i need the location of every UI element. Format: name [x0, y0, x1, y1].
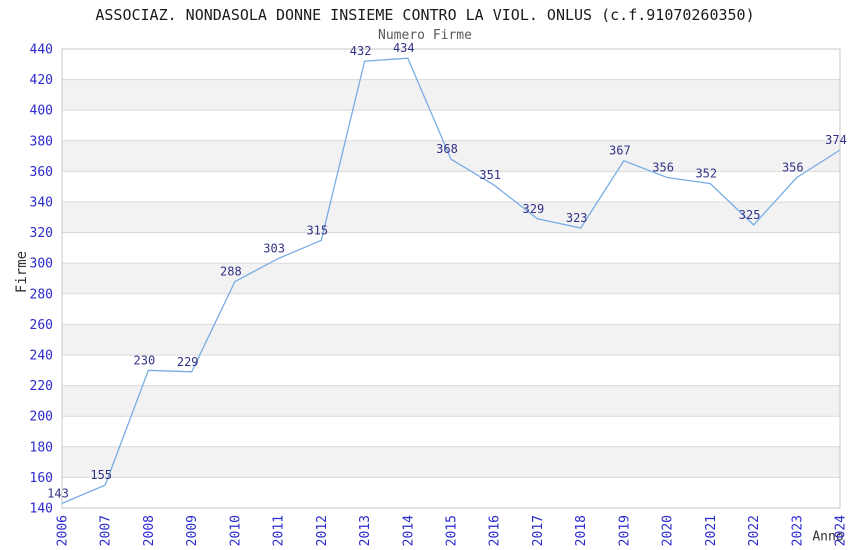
y-tick-label: 300 — [30, 257, 53, 272]
y-tick-label: 240 — [30, 349, 53, 364]
x-tick-label: 2013 — [358, 515, 373, 546]
y-tick-label: 360 — [30, 165, 53, 180]
x-tick-label: 2011 — [272, 515, 287, 546]
y-tick-label: 380 — [30, 134, 53, 149]
data-label: 229 — [177, 355, 199, 369]
data-label: 352 — [695, 167, 717, 181]
data-label: 288 — [220, 265, 242, 279]
data-label: 434 — [393, 41, 415, 55]
y-tick-label: 340 — [30, 196, 53, 211]
x-tick-label: 2009 — [185, 515, 200, 546]
x-tick-label: 2017 — [531, 515, 546, 546]
grid-band — [62, 324, 840, 355]
grid-band — [62, 446, 840, 478]
x-tick-label: 2021 — [704, 515, 719, 546]
y-tick-label: 260 — [30, 318, 53, 333]
y-tick-label: 400 — [30, 104, 53, 119]
grid-band — [62, 202, 840, 233]
data-label: 356 — [782, 161, 804, 175]
data-line — [61, 57, 841, 504]
x-tick-label: 2024 — [834, 515, 849, 546]
y-tick-label: 160 — [30, 471, 53, 486]
y-tick-label: 180 — [30, 440, 53, 455]
data-label: 356 — [652, 161, 674, 175]
x-tick-label: 2019 — [617, 515, 632, 546]
x-tick-label: 2023 — [790, 515, 805, 546]
data-label: 143 — [47, 486, 69, 500]
x-tick-label: 2020 — [661, 515, 676, 546]
y-tick-label: 280 — [30, 287, 53, 302]
x-tick-label: 2016 — [488, 515, 503, 546]
x-tick-label: 2014 — [401, 515, 416, 546]
data-label: 351 — [479, 168, 501, 182]
y-tick-label: 440 — [30, 43, 53, 58]
y-tick-label: 200 — [30, 410, 53, 425]
data-label: 329 — [523, 202, 545, 216]
grid-band — [62, 79, 840, 111]
x-tick-label: 2022 — [747, 515, 762, 546]
chart-title: ASSOCIAZ. NONDASOLA DONNE INSIEME CONTRO… — [95, 6, 755, 24]
x-axis-title: Anno — [812, 529, 844, 545]
data-label: 155 — [90, 468, 112, 482]
y-tick-label: 420 — [30, 73, 53, 88]
data-label: 230 — [134, 353, 156, 367]
grid-band — [62, 140, 840, 172]
data-label: 315 — [306, 223, 328, 237]
x-tick-label: 2012 — [315, 515, 330, 546]
grid-band — [62, 263, 840, 294]
y-tick-label: 140 — [30, 502, 53, 517]
data-label: 374 — [825, 133, 847, 147]
x-tick-label: 2015 — [445, 515, 460, 546]
data-label: 368 — [436, 142, 458, 156]
y-tick-label: 320 — [30, 226, 53, 241]
grid-band — [62, 385, 840, 417]
x-tick-label: 2018 — [574, 515, 589, 546]
data-label: 325 — [739, 208, 761, 222]
data-label: 367 — [609, 144, 631, 158]
chart-subtitle: Numero Firme — [378, 28, 472, 43]
y-tick-label: 220 — [30, 379, 53, 394]
data-label: 323 — [566, 211, 588, 225]
x-tick-label: 2006 — [56, 515, 71, 546]
data-label: 432 — [350, 44, 372, 58]
data-label: 303 — [263, 242, 285, 256]
x-tick-label: 2010 — [228, 515, 243, 546]
x-tick-label: 2008 — [142, 515, 157, 546]
plot-border — [61, 48, 841, 509]
x-tick-label: 2007 — [99, 515, 114, 546]
